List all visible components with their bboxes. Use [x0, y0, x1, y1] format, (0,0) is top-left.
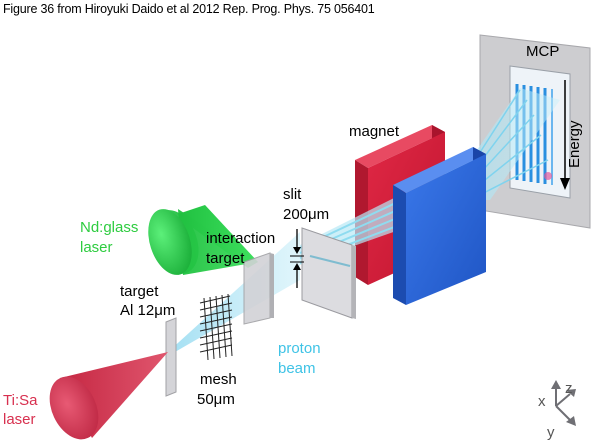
- magnet-blue: [393, 147, 486, 305]
- proton-label-line2: beam: [278, 360, 316, 377]
- slit-plate: [301, 227, 356, 319]
- interaction-label-line2: target: [206, 250, 245, 267]
- axis-y-label: y: [547, 424, 555, 441]
- slit-label-line1: slit: [283, 186, 302, 203]
- mesh-label-line1: mesh: [200, 371, 237, 388]
- ndglass-label-line1: Nd:glass: [80, 219, 138, 236]
- tisa-label-line2: laser: [3, 411, 36, 428]
- tisa-laser: [49, 352, 168, 440]
- proton-label-line1: proton: [278, 340, 321, 357]
- slit-width-indicator: [290, 229, 304, 288]
- axis-x-label: x: [538, 393, 546, 410]
- mesh-grid: [199, 293, 233, 361]
- energy-arrow: [560, 80, 570, 190]
- mcp-label: MCP: [526, 43, 559, 60]
- tisa-label-line1: Ti:Sa: [3, 392, 38, 409]
- target-label-line1: target: [120, 283, 159, 300]
- magnet-label: magnet: [349, 123, 400, 140]
- energy-label: Energy: [566, 120, 583, 168]
- interaction-target: [243, 252, 274, 325]
- mesh-label-line2: 50μm: [197, 391, 235, 408]
- ndglass-laser: [148, 205, 258, 275]
- slit-label-line2: 200μm: [283, 206, 329, 223]
- target-label-line2: Al 12μm: [120, 302, 175, 319]
- ndglass-label-line2: laser: [80, 239, 113, 256]
- figure-caption: Figure 36 from Hiroyuki Daido et al 2012…: [3, 2, 375, 16]
- axis-z-label: z: [565, 380, 573, 397]
- coordinate-axes: [551, 380, 576, 426]
- interaction-label-line1: interaction: [206, 230, 275, 247]
- al-target-foil: [165, 317, 177, 397]
